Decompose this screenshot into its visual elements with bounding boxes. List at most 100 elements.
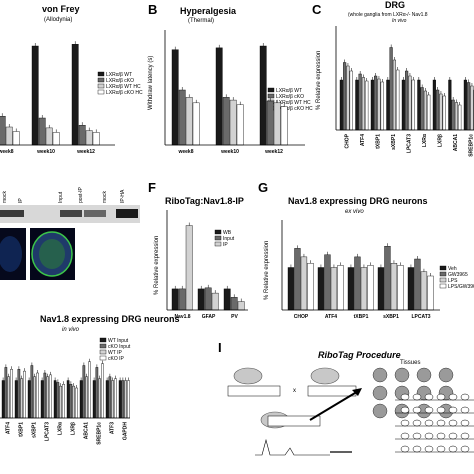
legendH-swatch-0 bbox=[99, 337, 107, 343]
panel-e: mock IP Input post-IP mock IP-HA bbox=[0, 186, 140, 280]
barsF-bar-1-2 bbox=[211, 292, 219, 311]
legendA-swatch-3 bbox=[97, 89, 105, 95]
barsC-bar-6-2 bbox=[439, 93, 443, 131]
ribosome-21 bbox=[436, 432, 446, 440]
ribosome-13 bbox=[412, 419, 422, 427]
legendF-swatch-1 bbox=[214, 235, 222, 241]
barsG-bar-4-1 bbox=[414, 258, 421, 311]
ribosome-15 bbox=[436, 419, 446, 427]
blot-lane-ip: IP bbox=[18, 198, 24, 203]
panel-h: Nav1.8 expressing DRG neurons in vivo WT… bbox=[0, 314, 180, 445]
barsC-bar-0-1 bbox=[343, 62, 347, 131]
barsH-bar-1-0 bbox=[14, 380, 18, 419]
barsH-bar-2-1 bbox=[30, 365, 34, 419]
barsA-bar-1-3 bbox=[52, 132, 60, 146]
barsH-bar-4-2 bbox=[59, 385, 62, 419]
construct-box-1 bbox=[227, 385, 281, 397]
barsF-bar-1-1 bbox=[204, 287, 212, 311]
barsC-tick-srebp1c: SREBP1c bbox=[469, 134, 474, 157]
ribosome-20 bbox=[424, 432, 434, 440]
barsC-bar-3-0 bbox=[386, 79, 390, 131]
legendG-swatch-1 bbox=[439, 271, 447, 277]
barsH-tick-atf4: ATF4 bbox=[6, 422, 12, 434]
ribosome-11 bbox=[460, 406, 470, 414]
barsC-tick-sxbp1: sXBP1 bbox=[391, 134, 397, 150]
tissue-dish-0 bbox=[372, 367, 388, 383]
ribosome-5 bbox=[460, 393, 470, 401]
barsH-bar-9-3 bbox=[127, 380, 130, 419]
barsA-bar-1-2 bbox=[45, 127, 53, 146]
barsC-bar-5-3 bbox=[427, 94, 431, 131]
legendH-entry-3: cKO IP bbox=[108, 356, 125, 362]
barsC-bar-6-3 bbox=[442, 95, 446, 131]
barsB-tick-week10: week10 bbox=[220, 149, 239, 155]
barsC-bar-4-1 bbox=[405, 70, 409, 131]
legendF-swatch-0 bbox=[214, 229, 222, 235]
barsF-bar-0-2 bbox=[185, 225, 193, 311]
barsC-bar-1-1 bbox=[358, 73, 362, 131]
panel-i-title: RiboTag Procedure bbox=[318, 350, 401, 360]
arrow-head bbox=[352, 388, 362, 396]
ribosome-17 bbox=[460, 419, 470, 427]
construct-box-3 bbox=[267, 415, 321, 427]
barsH-bar-5-3 bbox=[75, 387, 78, 419]
ribosome-7 bbox=[412, 406, 422, 414]
barsH-tick-lxr: LXRα bbox=[58, 421, 64, 435]
barsH-bar-6-3 bbox=[88, 361, 91, 419]
legendB-entry-0: LXRα/β WT bbox=[276, 88, 302, 94]
barsC-bar-2-3 bbox=[380, 81, 384, 131]
barsC-bar-8-1 bbox=[467, 82, 471, 131]
barsH-bar-2-2 bbox=[33, 376, 36, 419]
panel-g: G Nav1.8 expressing DRG neurons ex vivo … bbox=[258, 180, 474, 320]
barsH-bar-9-2 bbox=[124, 380, 127, 419]
barsF-bar-2-1 bbox=[230, 297, 238, 311]
barsF-bar-0-0 bbox=[171, 288, 179, 311]
blot-lane-input: Input bbox=[58, 191, 64, 203]
blot-band-3 bbox=[84, 210, 106, 217]
panel-f-title: RiboTag:Nav1.8-IP bbox=[165, 196, 244, 206]
tissue-dish-1 bbox=[394, 367, 410, 383]
panel-c-title: DRG bbox=[385, 0, 405, 10]
ribosome-25 bbox=[412, 445, 422, 453]
barsG-bar-4-2 bbox=[420, 271, 428, 311]
barsG-bar-1-0 bbox=[317, 267, 325, 311]
legendH-swatch-1 bbox=[99, 343, 107, 349]
barsA-bar-1-0 bbox=[31, 45, 39, 146]
ribosome-3 bbox=[436, 393, 446, 401]
barsH-bar-1-1 bbox=[17, 369, 21, 419]
barsH-bar-5-0 bbox=[66, 380, 70, 419]
barsC-bar-7-2 bbox=[454, 102, 459, 131]
panel-i: I RiboTag Procedure x Tissues bbox=[218, 340, 474, 456]
barsC-bar-1-2 bbox=[361, 77, 366, 131]
panel-h-bars: ATF4 tXBP1 sXBP1 LPCAT3 LXRα LXRβ ABCA1 SREBP1c… bbox=[1, 358, 130, 445]
legendG-entry-3: LPS/GW3965 bbox=[448, 284, 474, 290]
barsC-bar-7-1 bbox=[451, 99, 455, 131]
barsB-bar-0-3 bbox=[192, 102, 200, 146]
barsC-tick-chop: CHOP bbox=[345, 133, 351, 148]
blot-lane-labels: mock IP Input post-IP mock IP-HA bbox=[2, 186, 126, 203]
barsF-tick-nav1-8: Nav1.8 bbox=[174, 314, 190, 320]
barsB-bar-2-0 bbox=[259, 45, 267, 146]
barsH-bar-8-0 bbox=[105, 380, 109, 419]
barsH-tick-lpcat3: LPCAT3 bbox=[45, 422, 51, 441]
legendG-entry-0: Veh bbox=[448, 266, 457, 272]
legendA-entry-0: LXRα/β WT bbox=[106, 72, 132, 78]
barsG-bar-2-1 bbox=[354, 256, 361, 311]
panel-c-bars: CHOP ATF4 tXBP1 sXBP1 LPCAT3 LXRα LXRβ ABCA1 SRE… bbox=[339, 44, 474, 157]
barsH-bar-8-3 bbox=[114, 378, 117, 419]
barsH-tick-srebp1c: SREBP1c bbox=[97, 422, 103, 445]
barsH-bar-1-2 bbox=[20, 378, 24, 419]
panel-c-letter: C bbox=[312, 2, 322, 17]
panel-c-subtitle: (whole ganglia from LXRα-/- Nav1.8 bbox=[348, 12, 428, 18]
legendB-swatch-0 bbox=[267, 87, 275, 93]
barsF-tick-gfap: GFAP bbox=[202, 314, 216, 320]
barsG-bar-4-0 bbox=[407, 267, 415, 311]
barsF-bar-2-0 bbox=[223, 288, 231, 311]
barsG-bar-3-1 bbox=[384, 246, 391, 311]
panel-c-note: In vivo bbox=[392, 18, 407, 24]
barsG-bar-2-3 bbox=[367, 265, 374, 311]
barsA-bar-2-2 bbox=[85, 130, 93, 146]
panel-h-note: in vivo bbox=[62, 327, 80, 333]
